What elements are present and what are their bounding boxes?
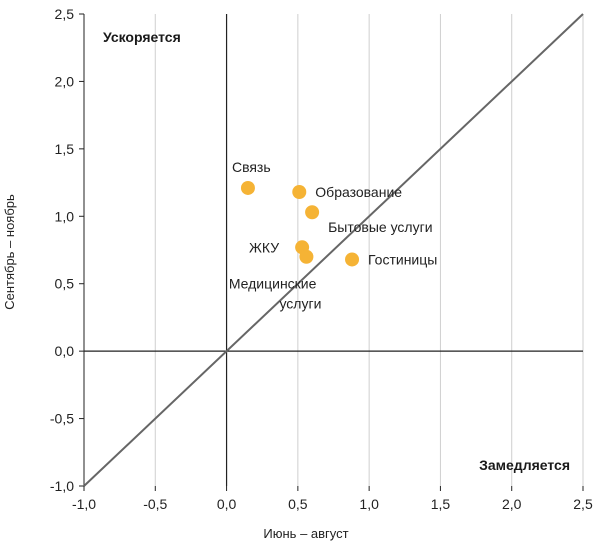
data-point-label: Связь	[232, 159, 271, 175]
x-axis-title: Июнь – август	[263, 526, 348, 541]
data-point	[305, 205, 320, 220]
y-axis-title: Сентябрь – ноябрь	[2, 194, 17, 310]
data-point-label: Гостиницы	[368, 251, 437, 267]
y-tick-label: -0,5	[50, 411, 74, 427]
y-tick-label: 0,5	[55, 276, 75, 292]
axis-layer: -1,0 -0,5 0,0 0,5 1,0 1,5 2,0 2,5 -1,0 -0,5 0,0 0,5…	[50, 6, 593, 512]
y-tick-label: -1,0	[50, 478, 74, 494]
data-point-label: услуги	[279, 296, 321, 312]
x-tick-label: 0,0	[217, 496, 237, 512]
data-point-label: ЖКУ	[249, 239, 279, 255]
data-point	[240, 180, 255, 195]
data-point	[292, 185, 307, 200]
x-tick-label: 2,0	[502, 496, 522, 512]
y-tick-label: 2,0	[55, 73, 75, 89]
y-tick-label: 0,0	[55, 343, 75, 359]
data-point-label: Медицинские	[229, 276, 317, 292]
diagonal-reference-line	[83, 13, 584, 487]
y-tick-label: 1,0	[55, 208, 75, 224]
x-tick-label: -0,5	[143, 496, 167, 512]
y-tick-label: 2,5	[55, 6, 75, 22]
x-tick-label: -1,0	[72, 496, 96, 512]
data-point	[345, 252, 360, 267]
x-tick-label: 2,5	[573, 496, 593, 512]
data-point-label: Бытовые услуги	[328, 219, 432, 235]
data-point	[299, 249, 314, 264]
x-tick-label: 0,5	[288, 496, 308, 512]
point-layer	[240, 180, 360, 267]
x-tick-label: 1,0	[359, 496, 379, 512]
accelerating-label: Ускоряется	[103, 29, 181, 45]
x-tick-label: 1,5	[431, 496, 451, 512]
decelerating-label: Замедляется	[479, 457, 570, 473]
label-layer: Связь Образование Бытовые услуги ЖКУ Медицин…	[229, 159, 438, 312]
y-tick-label: 1,5	[55, 141, 75, 157]
data-point-label: Образование	[315, 184, 402, 200]
